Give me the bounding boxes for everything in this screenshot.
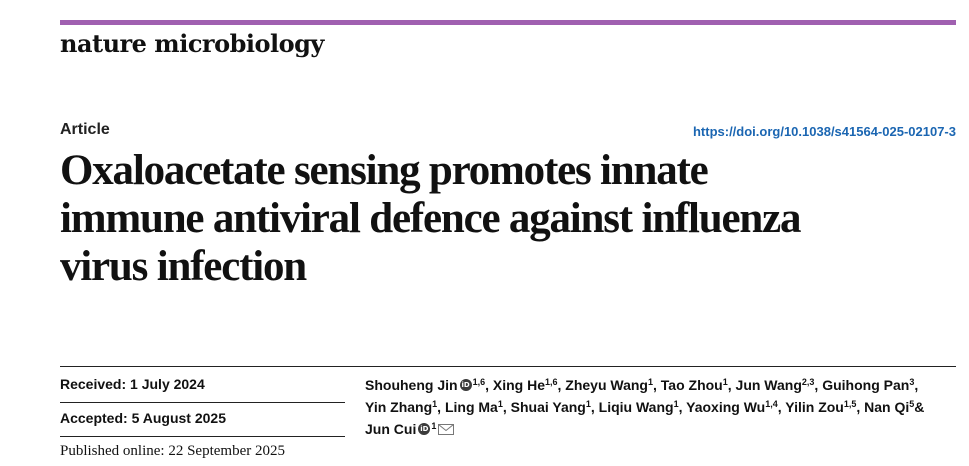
author-name-text[interactable]: Jun Wang	[735, 377, 802, 393]
author-name-text[interactable]: Ling Ma	[444, 399, 498, 415]
title-line: immune antiviral defence against influen…	[60, 195, 801, 242]
affiliation-marker[interactable]: 1	[585, 399, 591, 409]
author-separator: ,	[485, 377, 489, 393]
article-title: Oxaloacetate sensing promotes innate imm…	[60, 147, 950, 291]
affiliation-marker[interactable]: 1,6	[472, 377, 486, 387]
author-name-text[interactable]: Yilin Zou	[785, 399, 844, 415]
orcid-icon[interactable]: iD	[418, 423, 431, 436]
author-name-text[interactable]: Yaoxing Wu	[686, 399, 766, 415]
date-divider	[60, 436, 345, 437]
author-name-text[interactable]: Yin Zhang	[365, 399, 433, 415]
title-line: virus infection	[60, 243, 307, 290]
author-name-text[interactable]: Xing He	[492, 377, 545, 393]
author-name-text[interactable]: Nan Qi	[864, 399, 910, 415]
author-separator: ,	[653, 377, 657, 393]
author-name[interactable]: Tao Zhou1	[661, 377, 728, 393]
article-type-label: Article	[60, 121, 110, 138]
author-name-text[interactable]: Zheyu Wang	[565, 377, 648, 393]
affiliation-marker[interactable]: 1	[722, 377, 728, 387]
author-separator: ,	[914, 377, 919, 393]
author-list: Shouheng Jin iD 1,6, Xing He1,6, Zheyu Wan…	[365, 374, 955, 440]
author-separator: ,	[437, 399, 442, 415]
author-name[interactable]: Guihong Pan3	[822, 377, 914, 393]
section-divider	[60, 366, 956, 367]
author-separator: &	[914, 399, 925, 415]
author-name[interactable]: Jun Wang2,3	[736, 377, 815, 393]
affiliation-marker[interactable]: 5	[909, 399, 915, 409]
author-name[interactable]: Jun Cui iD 1	[365, 421, 455, 437]
author-name[interactable]: Yilin Zou1,5	[785, 399, 856, 415]
author-name[interactable]: Yaoxing Wu1,4	[686, 399, 778, 415]
author-separator: ,	[502, 399, 507, 415]
published-date: Published online: 22 September 2025	[60, 443, 285, 459]
author-name[interactable]: Zheyu Wang1	[565, 377, 653, 393]
author-name[interactable]: Xing He1,6	[493, 377, 558, 393]
author-name[interactable]: Shouheng Jin iD 1,6	[365, 377, 485, 393]
author-separator: ,	[856, 399, 861, 415]
author-name-text[interactable]: Shuai Yang	[510, 399, 586, 415]
author-name[interactable]: Shuai Yang1	[511, 399, 591, 415]
affiliation-marker[interactable]: 1	[647, 377, 653, 387]
affiliation-marker[interactable]: 1,4	[765, 399, 778, 409]
journal-header-rule	[60, 20, 956, 25]
author-separator: ,	[678, 399, 683, 415]
affiliation-marker[interactable]: 1,6	[544, 377, 558, 387]
title-line: Oxaloacetate sensing promotes innate	[60, 147, 709, 194]
author-name-text[interactable]: Jun Cui	[365, 421, 417, 437]
accepted-date: Accepted: 5 August 2025	[60, 410, 226, 426]
author-name[interactable]: Yin Zhang1	[365, 399, 437, 415]
author-name[interactable]: Ling Ma1	[445, 399, 503, 415]
author-name-text[interactable]: Tao Zhou	[660, 377, 723, 393]
author-name[interactable]: Nan Qi5	[864, 399, 914, 415]
affiliation-marker[interactable]: 1	[431, 421, 437, 431]
affiliation-marker[interactable]: 1	[673, 399, 679, 409]
author-separator: ,	[590, 399, 595, 415]
orcid-icon[interactable]: iD	[459, 379, 472, 392]
affiliation-marker[interactable]: 2,3	[801, 377, 815, 387]
envelope-icon[interactable]	[438, 423, 455, 435]
received-date: Received: 1 July 2024	[60, 376, 205, 392]
author-separator: ,	[557, 377, 562, 393]
doi-link[interactable]: https://doi.org/10.1038/s41564-025-02107…	[692, 124, 956, 139]
author-separator: ,	[777, 399, 782, 415]
journal-name[interactable]: nature microbiology	[60, 29, 324, 58]
affiliation-marker[interactable]: 3	[909, 377, 915, 387]
affiliation-marker[interactable]: 1	[432, 399, 438, 409]
affiliation-marker[interactable]: 1	[497, 399, 503, 409]
affiliation-marker[interactable]: 1,5	[843, 399, 857, 409]
author-name-text[interactable]: Liqiu Wang	[598, 399, 674, 415]
author-name[interactable]: Liqiu Wang1	[599, 399, 679, 415]
author-name-text[interactable]: Guihong Pan	[822, 377, 910, 393]
author-separator: ,	[727, 377, 732, 393]
author-separator: ,	[814, 377, 819, 393]
author-name-text[interactable]: Shouheng Jin	[365, 377, 458, 393]
date-divider	[60, 402, 345, 403]
